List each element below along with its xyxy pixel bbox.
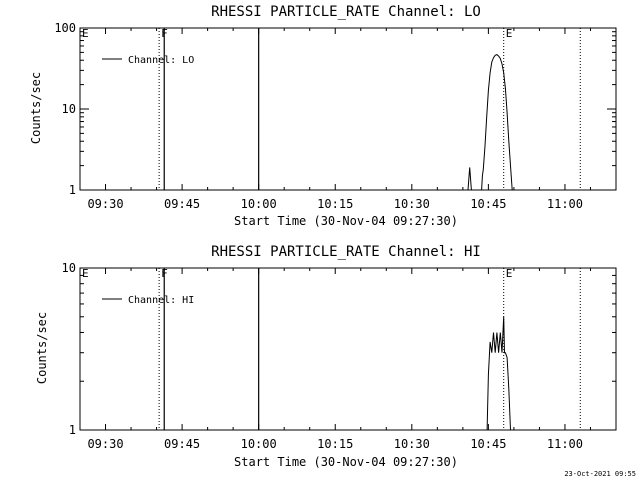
x-tick-label: 09:45 bbox=[164, 197, 200, 211]
x-tick-label: 10:45 bbox=[470, 197, 506, 211]
flag-marker-label: E bbox=[506, 267, 513, 280]
y-tick-label: 10 bbox=[62, 102, 76, 116]
plot-frame bbox=[79, 267, 617, 431]
y-axis-label: Counts/sec bbox=[35, 312, 49, 384]
x-tick-label: 09:30 bbox=[87, 437, 123, 451]
flag-marker-label: E bbox=[82, 267, 89, 280]
flag-marker-label: E bbox=[506, 27, 513, 40]
series-line bbox=[467, 54, 513, 191]
x-axis-label: Start Time (30-Nov-04 09:27:30) bbox=[234, 455, 458, 469]
y-tick-label: 100 bbox=[54, 21, 76, 35]
x-axis-label: Start Time (30-Nov-04 09:27:30) bbox=[234, 214, 458, 228]
y-tick-label: 1 bbox=[69, 423, 76, 437]
plot-frame bbox=[79, 27, 617, 191]
y-axis-label: Counts/sec bbox=[29, 72, 43, 144]
legend: Channel: HI bbox=[102, 295, 194, 306]
event-line-layer bbox=[163, 28, 260, 190]
series-layer bbox=[486, 316, 511, 431]
x-tick-label: 10:45 bbox=[470, 437, 506, 451]
legend-entry: Channel: HI bbox=[128, 295, 194, 306]
chart-title: RHESSI PARTICLE_RATE Channel: LO bbox=[211, 4, 481, 20]
x-tick-label: 10:15 bbox=[317, 437, 353, 451]
x-tick-label: 10:15 bbox=[317, 197, 353, 211]
legend-entry: Channel: LO bbox=[128, 55, 194, 66]
y-tick-label: 10 bbox=[62, 261, 76, 275]
x-tick-label: 10:00 bbox=[241, 437, 277, 451]
footer-timestamp: 23-Oct-2021 09:55 bbox=[564, 470, 636, 478]
legend: Channel: LO bbox=[102, 55, 194, 66]
x-tick-label: 09:30 bbox=[87, 197, 123, 211]
series-line bbox=[486, 316, 511, 431]
x-tick-label: 10:00 bbox=[241, 197, 277, 211]
flag-marker-label: E bbox=[82, 27, 89, 40]
x-tick-label: 10:30 bbox=[394, 437, 430, 451]
x-tick-label: 09:45 bbox=[164, 437, 200, 451]
chart-panel-hi: RHESSI PARTICLE_RATE Channel: HI Counts/… bbox=[35, 244, 617, 469]
x-tick-layer: 09:30 09:45 10:00 10:15 10:30 10:45 11:00 bbox=[79, 28, 617, 211]
x-tick-label: 11:00 bbox=[547, 197, 583, 211]
x-tick-label: 11:00 bbox=[547, 437, 583, 451]
event-line-layer bbox=[163, 268, 260, 430]
x-tick-label: 10:30 bbox=[394, 197, 430, 211]
y-tick-label: 1 bbox=[69, 183, 76, 197]
chart-title: RHESSI PARTICLE_RATE Channel: HI bbox=[211, 244, 481, 260]
chart-panel-lo: RHESSI PARTICLE_RATE Channel: LO Counts/… bbox=[29, 4, 617, 228]
series-layer bbox=[467, 54, 513, 191]
